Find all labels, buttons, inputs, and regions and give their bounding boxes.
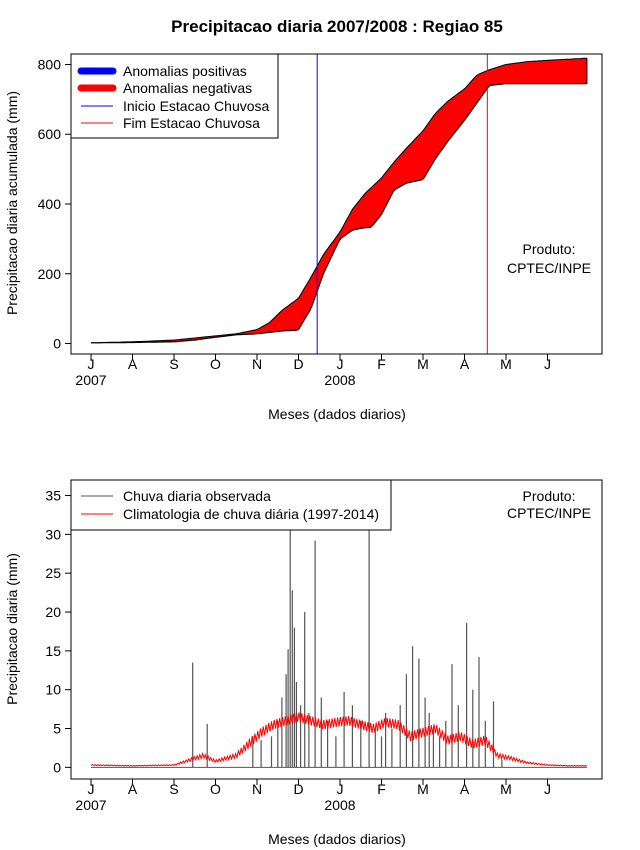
annotation-source-top: CPTEC/INPE (507, 260, 591, 276)
x-axis-label-bottom: Meses (dados diarios) (268, 831, 406, 847)
x-tick-label-bottom: O (210, 781, 221, 797)
observed-cumulative-line (91, 83, 587, 344)
annotation-source-bottom: CPTEC/INPE (507, 505, 591, 521)
x-tick-label-bottom: F (377, 781, 386, 797)
legend-label-negative: Anomalias negativas (123, 80, 252, 96)
x-tick-label-top: A (128, 356, 138, 372)
x-tick-label-bottom: N (252, 781, 262, 797)
annotation-product-top: Produto: (523, 241, 576, 257)
x-axis-label-top: Meses (dados diarios) (268, 406, 406, 422)
x-tick-label-bottom: A (128, 781, 138, 797)
legend-label-observed: Chuva diaria observada (123, 488, 271, 504)
y-tick-label-top: 0 (53, 336, 61, 352)
y-tick-label-bottom: 0 (53, 759, 61, 775)
y-tick-label-bottom: 20 (45, 604, 61, 620)
x-tick-label-top: M (500, 356, 512, 372)
legend-label-positive: Anomalias positivas (123, 63, 247, 79)
x-tick-label-bottom: J (337, 781, 344, 797)
legend-label-season-end: Fim Estacao Chuvosa (123, 115, 260, 131)
y-axis-top: 0 200 400 600 800 (38, 56, 71, 352)
climatology-cumulative-line (91, 57, 587, 344)
y-tick-label-top: 200 (38, 266, 62, 282)
y-tick-label-bottom: 5 (53, 721, 61, 737)
legend-top: Anomalias positivas Anomalias negativas … (70, 53, 279, 139)
climatology-daily-line (90, 712, 588, 767)
x-tick-label-top: J (88, 356, 95, 372)
annotation-product-bottom: Produto: (523, 488, 576, 504)
y-tick-label-top: 400 (38, 196, 62, 212)
x-tick-label-top: S (169, 356, 178, 372)
y-axis-label-top: Precipitacao diaria acumulada (mm) (4, 91, 20, 315)
year-label-bottom-2007: 2007 (75, 797, 106, 813)
y-tick-label-top: 800 (38, 56, 62, 72)
chart-title: Precipitacao diaria 2007/2008 : Regiao 8… (171, 17, 503, 36)
x-tick-label-top: F (377, 356, 386, 372)
year-label-top-2007: 2007 (75, 372, 106, 388)
x-tick-label-top: M (417, 356, 429, 372)
legend-label-climatology: Climatologia de chuva diária (1997-2014) (123, 506, 379, 522)
x-tick-label-bottom: M (500, 781, 512, 797)
x-tick-label-top: A (460, 356, 470, 372)
x-tick-label-bottom: J (88, 781, 95, 797)
x-tick-label-top: J (337, 356, 344, 372)
x-tick-label-bottom: J (544, 781, 551, 797)
y-axis-bottom: 0 5 10 15 20 25 30 35 (45, 488, 71, 775)
y-tick-label-bottom: 15 (45, 643, 61, 659)
y-tick-label-bottom: 30 (45, 526, 61, 542)
x-tick-label-bottom: S (169, 781, 178, 797)
year-label-top-2008: 2008 (324, 372, 355, 388)
climatology-line-group (90, 712, 588, 767)
anomaly-area-group (91, 57, 588, 344)
legend-box-bottom (70, 479, 392, 531)
x-tick-label-top: D (293, 356, 303, 372)
x-tick-label-top: O (210, 356, 221, 372)
x-tick-label-top: N (252, 356, 262, 372)
x-tick-label-bottom: D (293, 781, 303, 797)
y-tick-label-bottom: 35 (45, 488, 61, 504)
legend-bottom: Chuva diaria observada Climatologia de c… (70, 479, 392, 531)
y-axis-label-bottom: Precipitacao diaria (mm) (4, 553, 20, 705)
season-lines-group (316, 54, 488, 354)
y-tick-label-bottom: 25 (45, 565, 61, 581)
x-tick-label-bottom: A (460, 781, 470, 797)
daily-bars-group (91, 511, 587, 768)
year-label-bottom-2008: 2008 (324, 797, 355, 813)
x-tick-label-bottom: M (417, 781, 429, 797)
x-tick-label-top: J (544, 356, 551, 372)
y-tick-label-bottom: 10 (45, 682, 61, 698)
legend-label-season-start: Inicio Estacao Chuvosa (123, 98, 270, 114)
y-tick-label-top: 600 (38, 126, 62, 142)
